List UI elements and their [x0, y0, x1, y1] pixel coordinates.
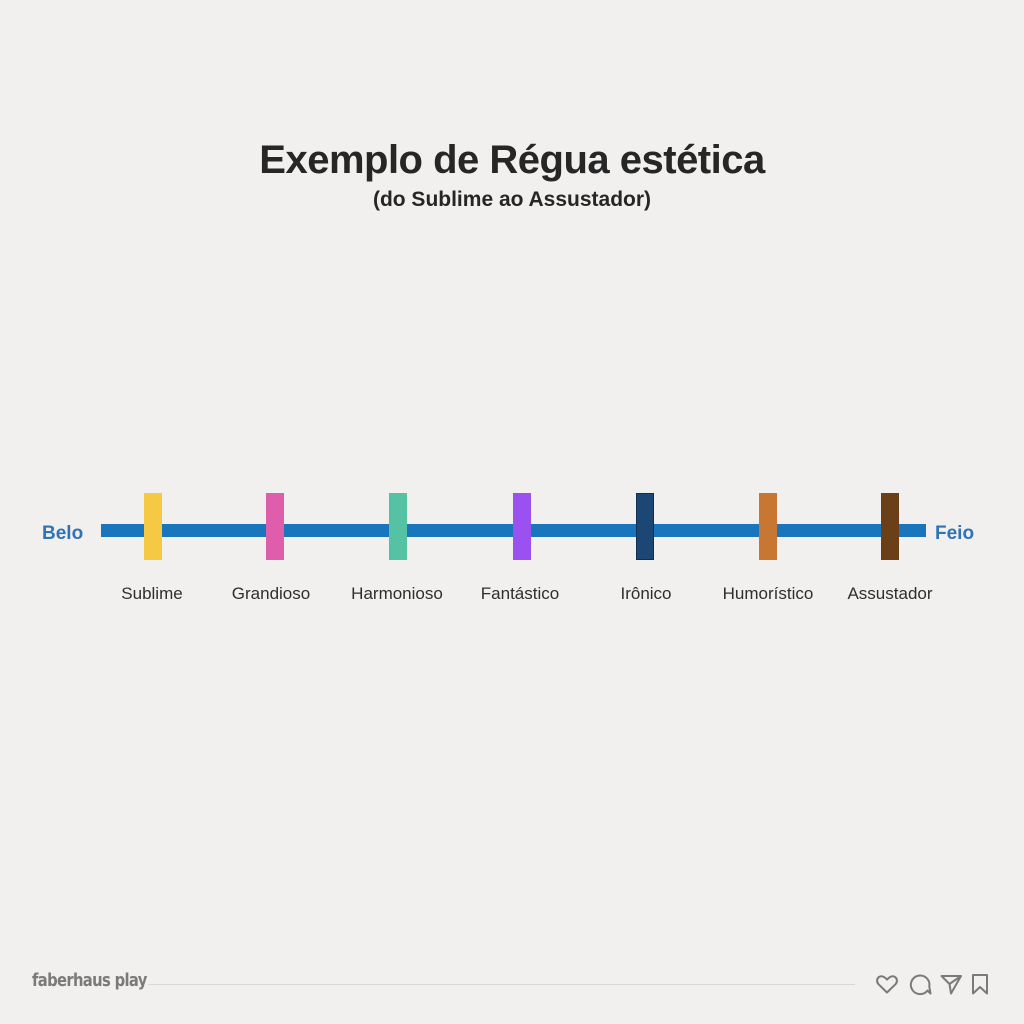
- comment-icon[interactable]: [908, 972, 932, 996]
- footer-brand: faberhaus play: [32, 970, 147, 991]
- marker-ironico: [636, 493, 654, 560]
- page-subtitle: (do Sublime ao Assustador): [372, 188, 652, 211]
- marker-label: Grandioso: [231, 584, 311, 603]
- marker-humoristico: [759, 493, 777, 560]
- scale-right-label: Feio: [935, 523, 975, 544]
- marker-label: Fantástico: [480, 584, 560, 603]
- marker-harmonioso: [389, 493, 407, 560]
- marker-label: Assustador: [847, 584, 933, 603]
- heart-icon[interactable]: [875, 972, 899, 996]
- marker-grandioso: [266, 493, 284, 560]
- bookmark-icon[interactable]: [968, 972, 992, 996]
- marker-sublime: [144, 493, 162, 560]
- page-title: Exemplo de Régua estética: [259, 138, 765, 182]
- marker-fantastico: [513, 493, 531, 560]
- marker-label: Irônico: [620, 584, 672, 603]
- marker-assustador: [881, 493, 899, 560]
- marker-label: Harmonioso: [351, 584, 443, 603]
- marker-label: Sublime: [121, 584, 183, 603]
- send-icon[interactable]: [939, 972, 963, 996]
- marker-label: Humorístico: [722, 584, 814, 603]
- footer-divider: [148, 984, 855, 985]
- scale-left-label: Belo: [42, 523, 84, 544]
